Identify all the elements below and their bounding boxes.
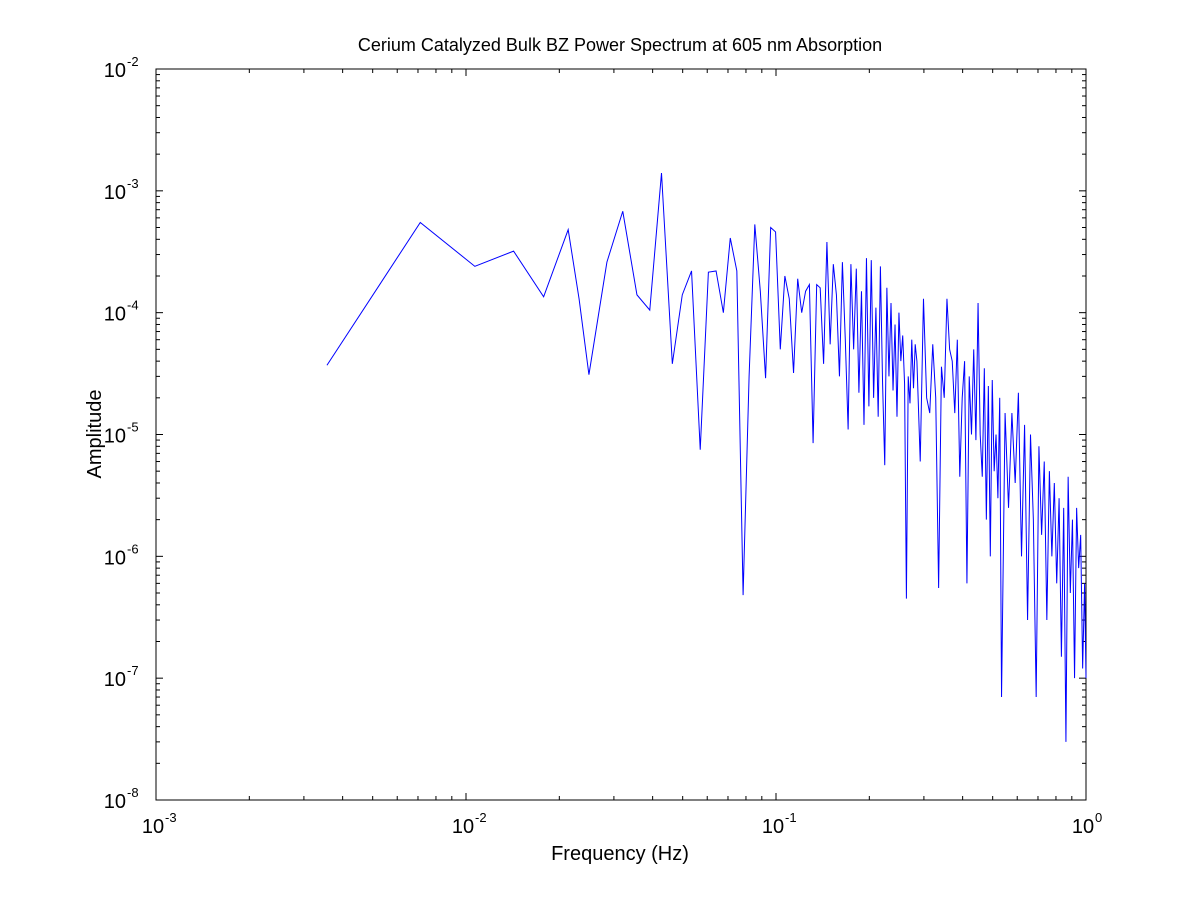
x-tick-exponent: 0 — [1095, 810, 1102, 825]
x-tick-exponent: -2 — [475, 810, 487, 825]
x-tick-exponent: -1 — [785, 810, 797, 825]
y-tick-label: 10 — [104, 791, 126, 813]
x-tick-label: 10 — [762, 816, 784, 838]
y-tick-label: 10 — [104, 304, 126, 326]
chart-title: Cerium Catalyzed Bulk BZ Power Spectrum … — [358, 35, 882, 55]
y-tick-exponent: -6 — [127, 541, 139, 556]
x-axis-label: Frequency (Hz) — [551, 843, 689, 865]
y-tick-exponent: -5 — [127, 420, 139, 435]
y-tick-label: 10 — [104, 547, 126, 569]
y-tick-exponent: -3 — [127, 176, 139, 191]
y-tick-label: 10 — [104, 426, 126, 448]
y-tick-label: 10 — [104, 669, 126, 691]
x-tick-exponent: -3 — [165, 810, 177, 825]
axes-box — [155, 68, 1087, 801]
y-axis-label: Amplitude — [84, 390, 106, 479]
series-line-0 — [326, 172, 1087, 742]
x-tick-label: 10 — [452, 816, 474, 838]
x-tick-label: 10 — [142, 816, 164, 838]
y-tick-label: 10 — [104, 182, 126, 204]
plot-area: 10 -3 10 -2 10 -1 10 010 -810 -710 -610 -510 -410 -31… — [104, 54, 1102, 838]
y-tick-exponent: -8 — [127, 785, 139, 800]
x-tick-label: 10 — [1072, 816, 1094, 838]
y-tick-label: 10 — [104, 60, 126, 82]
y-tick-exponent: -2 — [127, 54, 139, 69]
y-tick-exponent: -4 — [127, 298, 139, 313]
y-tick-exponent: -7 — [127, 663, 139, 678]
